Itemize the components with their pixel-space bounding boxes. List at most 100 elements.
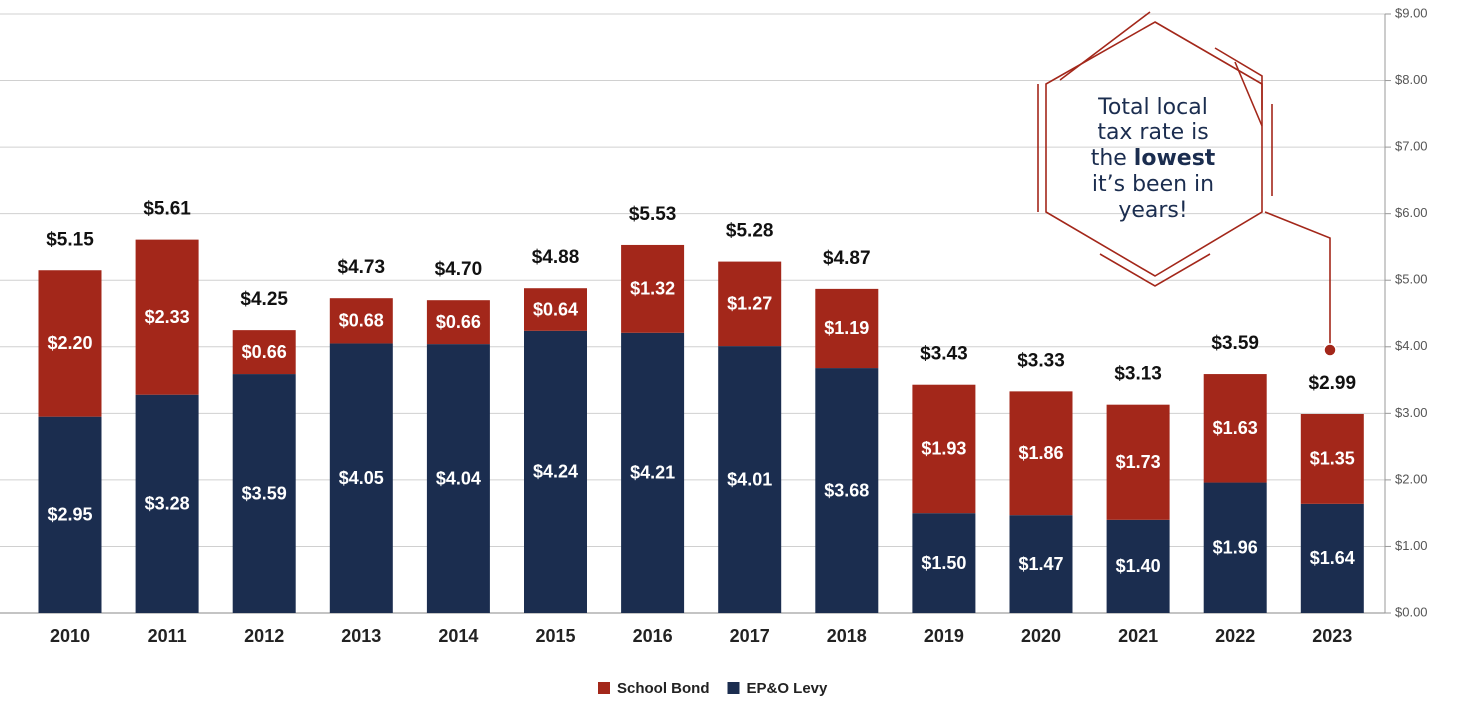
total-label: $4.25 <box>240 289 288 310</box>
annotation-deco <box>1214 47 1263 110</box>
x-tick-label: 2013 <box>341 626 381 646</box>
bars: $2.95 $2.20 $5.15 2010 $3.28 $2.33 $5.61 2011 $3… <box>38 199 1364 646</box>
y-tick-label: $6.00 <box>1395 205 1428 220</box>
value-label: $1.96 <box>1213 538 1258 558</box>
value-label: $1.93 <box>921 439 966 459</box>
bar-segment <box>1009 515 1073 613</box>
value-label: $1.27 <box>727 294 772 314</box>
x-tick-label: 2012 <box>244 626 284 646</box>
bar-segment <box>329 298 393 344</box>
y-tick-label: $9.00 <box>1395 5 1428 20</box>
total-label: $5.15 <box>46 229 94 250</box>
bar-segment <box>135 394 199 613</box>
total-label: $5.53 <box>629 204 677 225</box>
total-label: $3.43 <box>920 344 968 365</box>
bar-segment <box>38 270 102 417</box>
x-tick-label: 2015 <box>535 626 575 646</box>
x-tick-label: 2021 <box>1118 626 1158 646</box>
total-label: $3.33 <box>1017 350 1065 371</box>
total-label: $4.88 <box>532 247 580 268</box>
bar-segment <box>135 239 199 395</box>
bar-segment <box>1203 374 1267 483</box>
bar-segment <box>232 374 296 613</box>
value-label: $1.64 <box>1310 548 1355 568</box>
value-label: $2.20 <box>47 333 92 353</box>
bar-segment <box>912 513 976 613</box>
value-label: $1.73 <box>1116 452 1161 472</box>
bar-segment <box>524 288 587 331</box>
value-label: $4.01 <box>727 469 772 489</box>
value-label: $3.68 <box>824 480 869 500</box>
bar-segment <box>815 368 879 613</box>
x-tick-label: 2018 <box>827 626 867 646</box>
value-label: $0.66 <box>242 342 287 362</box>
total-label: $2.99 <box>1309 373 1357 394</box>
bar-segment <box>912 384 976 514</box>
value-label: $1.86 <box>1018 443 1063 463</box>
bar-segment <box>1203 482 1267 613</box>
bar-segment <box>1300 503 1364 613</box>
legend-swatch <box>598 682 610 694</box>
total-label: $5.61 <box>143 199 191 220</box>
x-tick-label: 2011 <box>148 626 187 646</box>
value-label: $1.47 <box>1018 554 1063 574</box>
legend-label: School Bond <box>617 680 710 697</box>
bar-segment <box>718 261 782 347</box>
bar-segment <box>1106 404 1170 520</box>
annotation-emphasis: lowest <box>1134 146 1216 171</box>
value-label: $1.63 <box>1213 418 1258 438</box>
total-label: $3.13 <box>1114 364 1162 385</box>
bar-segment <box>1106 519 1170 613</box>
value-label: $0.66 <box>436 312 481 332</box>
x-tick-label: 2010 <box>50 626 90 646</box>
annotation-line: tax rate is <box>1097 120 1208 145</box>
x-tick-label: 2022 <box>1215 626 1255 646</box>
y-tick-label: $7.00 <box>1395 139 1428 154</box>
annotation-deco <box>1059 11 1151 81</box>
bar-segment <box>426 344 490 613</box>
annotation-deco <box>1099 253 1211 287</box>
value-label: $2.95 <box>47 505 92 525</box>
legend: School Bond EP&O Levy <box>598 680 828 697</box>
bar-segment <box>524 330 587 613</box>
x-tick-label: 2014 <box>438 626 478 646</box>
bar-segment <box>426 300 490 345</box>
total-label: $5.28 <box>726 221 774 242</box>
value-label: $0.68 <box>339 311 384 331</box>
x-tick-label: 2020 <box>1021 626 1061 646</box>
y-tick-label: $5.00 <box>1395 272 1428 287</box>
x-tick-label: 2019 <box>924 626 964 646</box>
y-tick-label: $8.00 <box>1395 72 1428 87</box>
value-label: $4.04 <box>436 468 481 488</box>
bar-segment <box>815 288 879 369</box>
y-tick-label: $2.00 <box>1395 471 1428 486</box>
x-tick-label: 2017 <box>730 626 770 646</box>
bar-segment <box>1009 391 1073 516</box>
annotation <box>1037 11 1337 357</box>
bar-segment <box>329 343 393 613</box>
annotation-deco <box>1234 61 1263 127</box>
y-tick-label: $1.00 <box>1395 538 1428 553</box>
value-label: $0.64 <box>533 299 578 319</box>
value-label: $4.24 <box>533 462 578 482</box>
annotation-line: the lowest <box>1091 146 1216 171</box>
value-label: $2.33 <box>145 307 190 327</box>
bar-segment <box>1300 413 1364 504</box>
total-label: $4.87 <box>823 248 871 269</box>
legend-label: EP&O Levy <box>747 680 829 697</box>
bar-segment <box>621 244 685 333</box>
bar-segment <box>38 416 102 613</box>
total-label: $3.59 <box>1211 333 1259 354</box>
total-label: $4.73 <box>338 257 386 278</box>
value-label: $1.50 <box>921 553 966 573</box>
bar-segment <box>718 346 782 613</box>
value-label: $1.35 <box>1310 449 1355 469</box>
annotation-text: the <box>1091 146 1134 171</box>
value-label: $4.05 <box>339 468 384 488</box>
annotation-line: years! <box>1118 198 1187 223</box>
y-tick-label: $0.00 <box>1395 604 1428 619</box>
x-tick-label: 2016 <box>633 626 673 646</box>
bar-segment <box>232 330 296 375</box>
bar-segment <box>621 332 685 613</box>
